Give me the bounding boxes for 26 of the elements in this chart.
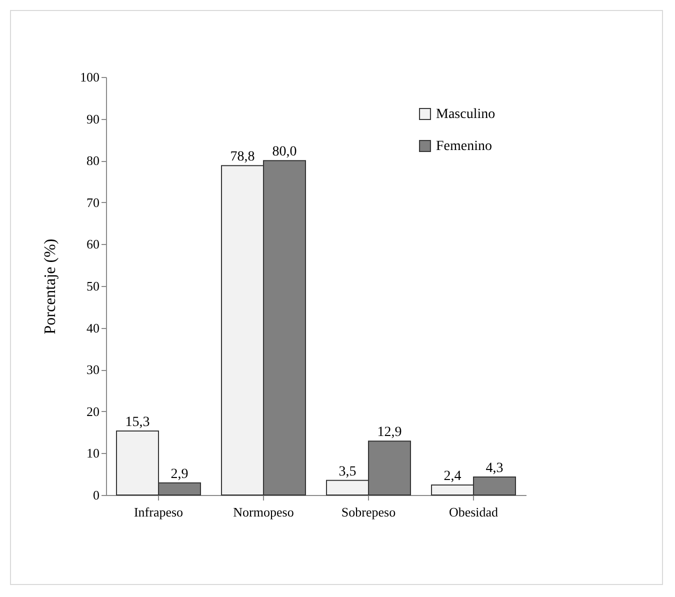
legend-label: Femenino [436,139,492,154]
data-label: 2,4 [444,468,462,484]
y-tick-label: 50 [86,278,100,294]
legend-label: Masculino [436,107,496,122]
y-tick-label: 10 [86,446,100,461]
x-tick-label: Normopeso [233,504,294,520]
data-label: 4,3 [486,461,504,476]
data-label: 12,9 [377,425,402,440]
data-label: 78,8 [230,150,255,165]
data-label: 15,3 [125,415,150,430]
y-tick-label: 80 [86,153,100,168]
y-tick-label: 70 [86,194,100,210]
y-tick-label: 100 [80,70,100,84]
x-tick-label: Obesidad [448,504,499,520]
x-tick-label: Sobrepeso [341,504,396,520]
y-axis-title: Porcentaje (%) [42,238,59,334]
y-tick-label: 40 [86,320,100,336]
data-label: 2,9 [170,466,188,482]
y-tick-label: 20 [86,404,100,419]
y-tick-label: 30 [86,362,100,378]
y-tick-label: 90 [86,111,100,126]
data-label: 3,5 [338,464,356,480]
x-tick-label: Infrapeso [134,504,184,520]
y-tick-label: 60 [86,236,100,252]
data-label: 80,0 [272,144,297,160]
y-tick-label: 0 [93,488,100,502]
